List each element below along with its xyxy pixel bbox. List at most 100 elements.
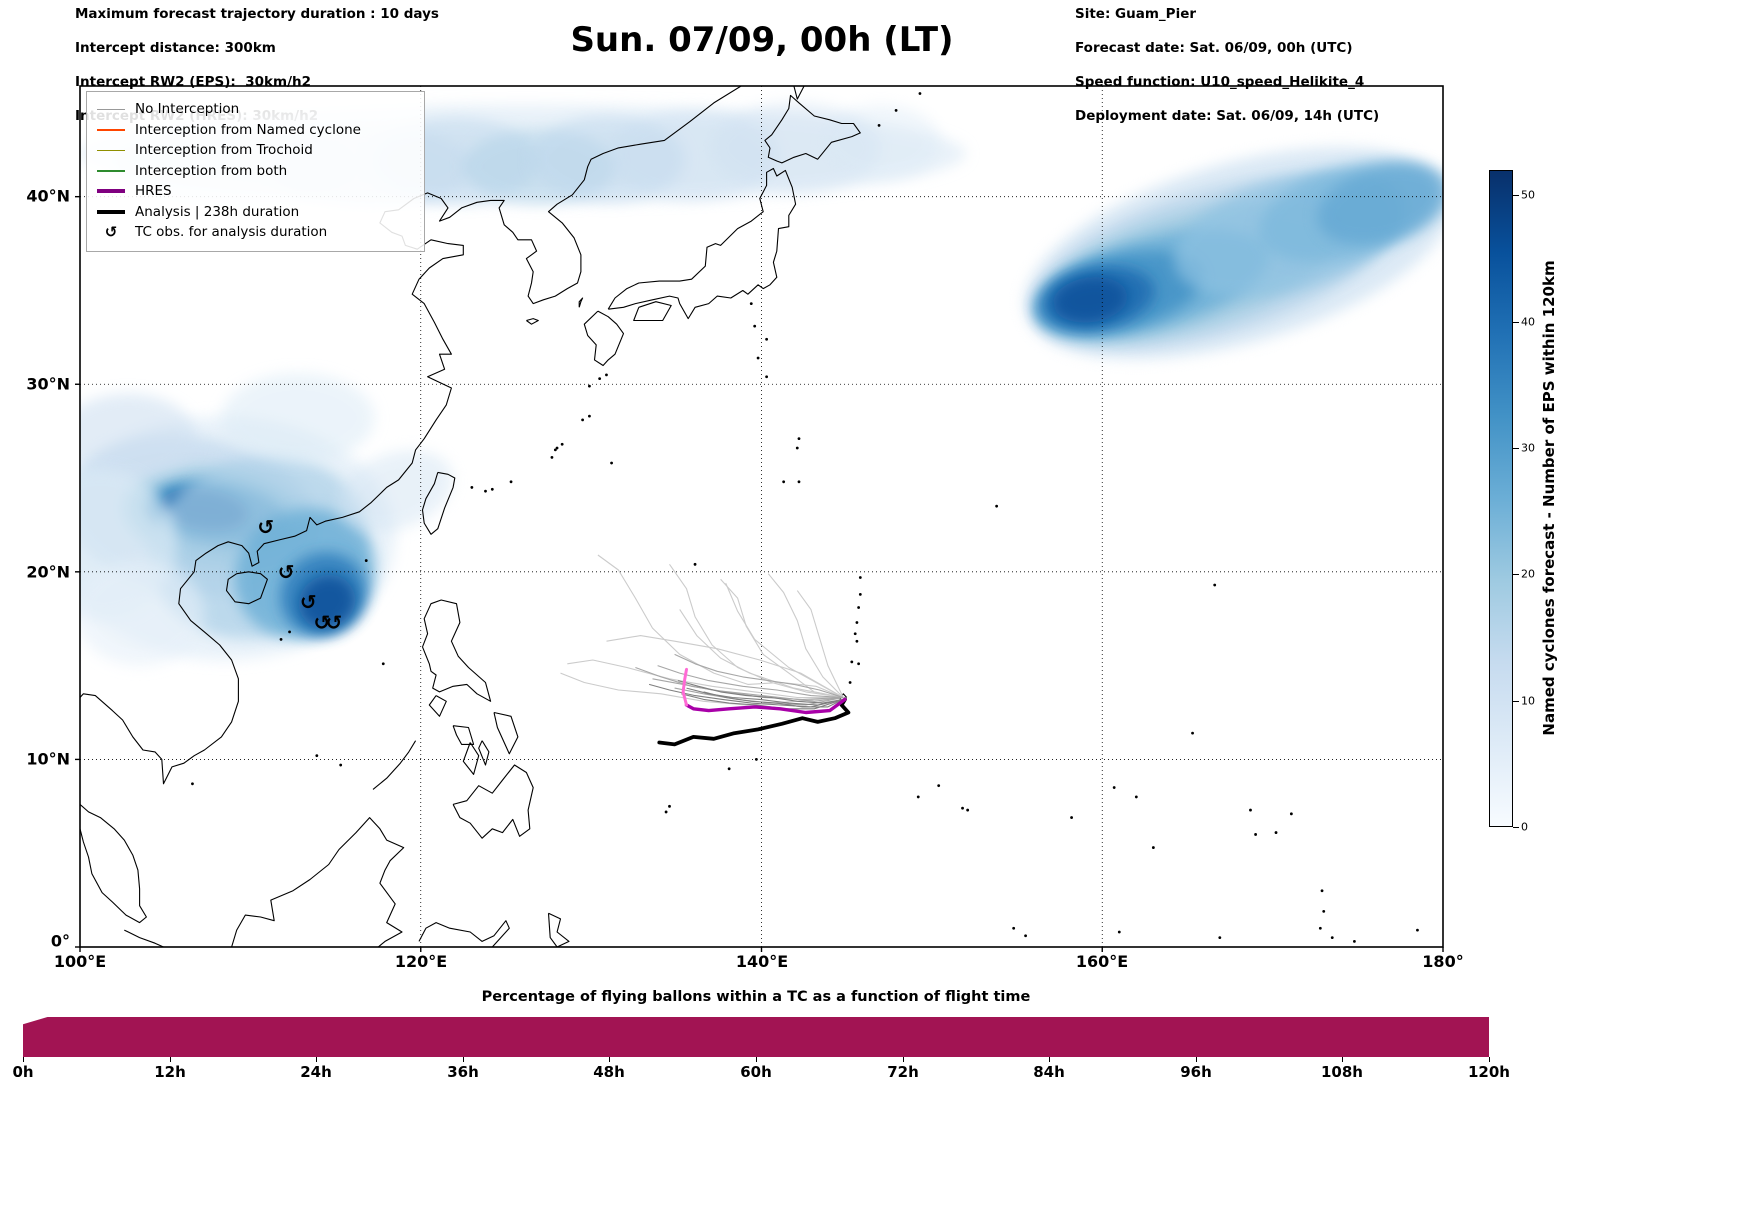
bottom-tick-48h: 48h <box>593 1063 625 1081</box>
olive-line-swatch <box>96 149 126 151</box>
colorbar-tickmark <box>1513 700 1519 702</box>
island-dot <box>916 795 920 799</box>
island-dot <box>1112 786 1116 789</box>
balloon-chart-tickmark <box>756 1057 757 1062</box>
island-dot <box>1274 831 1278 834</box>
coastline-sakhalin-tip <box>793 86 805 100</box>
island-dot <box>279 637 283 641</box>
island-dot <box>858 592 862 596</box>
eps-trajectory <box>725 582 844 698</box>
legend-item-tc-obs: ↺ TC obs. for analysis duration <box>96 222 414 243</box>
island-dot <box>553 448 557 452</box>
island-dot <box>857 662 861 666</box>
coastline-negros <box>462 742 480 775</box>
legend-item-analysis: Analysis | 238h duration <box>96 202 414 223</box>
legend-label: Interception from both <box>135 162 288 179</box>
bottom-tick-24h: 24h <box>300 1063 332 1081</box>
island-dot <box>937 784 941 788</box>
coastline-luzon <box>421 599 492 702</box>
island-dot <box>918 92 922 95</box>
x-tick-140e: 140°E <box>735 952 789 971</box>
y-tick-40n: 40°N <box>26 186 70 206</box>
island-dot <box>1322 909 1326 913</box>
island-dot <box>877 123 881 127</box>
coastline-palawan <box>372 740 417 790</box>
legend-label: No Interception <box>135 101 240 118</box>
coastline-layer <box>80 86 1419 947</box>
eps-trajectory <box>703 691 844 708</box>
island-dot <box>191 782 194 786</box>
legend-item-named-cyclone: Interception from Named cyclone <box>96 120 414 141</box>
gray-line-swatch <box>96 108 126 110</box>
island-dot <box>598 377 602 381</box>
legend-item-both: Interception from both <box>96 161 414 182</box>
colorbar-tickmark <box>1513 827 1519 828</box>
coastline-shikoku <box>633 301 672 322</box>
balloon-chart-tickmark <box>1195 1057 1197 1062</box>
island-dot <box>588 384 591 388</box>
coastline-sulawesi-north <box>418 920 510 947</box>
balloon-chart-tickmark <box>609 1057 611 1062</box>
bottom-tick-84h: 84h <box>1033 1063 1065 1081</box>
island-dot <box>1254 833 1257 836</box>
bottom-tick-60h: 60h <box>740 1063 772 1081</box>
island-dot <box>364 559 368 562</box>
x-tick-180: 180° <box>1422 952 1464 971</box>
island-dot <box>797 480 801 484</box>
island-dot <box>749 302 753 305</box>
legend-label: Analysis | 238h duration <box>135 203 300 220</box>
island-dot <box>756 356 760 360</box>
balloon-chart-tickmark <box>1342 1057 1344 1062</box>
island-dot <box>1416 928 1419 932</box>
hres-track-tail <box>681 667 688 707</box>
island-dot <box>1353 939 1356 943</box>
coastline-taiwan <box>421 471 456 535</box>
island-dot <box>850 660 854 664</box>
island-dot <box>664 810 668 814</box>
island-dot <box>288 630 291 634</box>
eps-trajectory <box>657 665 844 699</box>
bottom-tick-36h: 36h <box>447 1063 479 1081</box>
island-dot <box>315 754 319 758</box>
eps-trajectory <box>674 653 844 699</box>
eps-trajectory <box>648 683 844 708</box>
island-dot <box>1151 846 1155 849</box>
eps-trajectory <box>560 672 844 706</box>
island-dot <box>1218 936 1222 940</box>
eps-trajectory <box>635 666 844 700</box>
island-dot <box>797 437 801 441</box>
island-dot <box>1213 583 1217 587</box>
analysis-track <box>657 697 851 747</box>
coastline-panay <box>452 725 475 745</box>
balloon-chart-tickmark <box>1489 1057 1490 1062</box>
forecast-date-text: Forecast date: Sat. 06/09, 00h (UTC) <box>1075 40 1353 56</box>
island-dot <box>509 480 513 484</box>
island-dot <box>727 767 731 771</box>
x-tick-100e: 100°E <box>53 952 107 971</box>
legend-item-hres: HRES <box>96 181 414 202</box>
colorbar-tick-label: 30 <box>1521 441 1535 455</box>
island-dot <box>1191 731 1194 735</box>
bottom-tick-108h: 108h <box>1321 1063 1363 1081</box>
legend-item-no-interception: No Interception <box>96 99 414 120</box>
legend-label: Interception from Trochoid <box>135 142 313 159</box>
island-dot <box>555 446 559 450</box>
island-dot <box>605 373 608 377</box>
y-tick-10n: 10°N <box>26 749 70 769</box>
intercept-distance-text: Intercept distance: 300km <box>75 40 276 56</box>
colorbar-tick-label: 40 <box>1521 315 1535 329</box>
colorbar-tick-label: 0 <box>1521 820 1528 834</box>
trajectory-layer <box>560 554 851 747</box>
legend-label: TC obs. for analysis duration <box>135 224 328 241</box>
eps-trajectory <box>681 693 844 710</box>
deployment-date-text: Deployment date: Sat. 06/09, 14h (UTC) <box>1075 108 1380 124</box>
balloon-chart-tickmark <box>462 1057 464 1062</box>
island-dot <box>339 763 343 767</box>
island-dot <box>753 324 757 328</box>
island-dot <box>765 337 769 341</box>
coastline-cheju <box>526 318 539 325</box>
coastline-honshu <box>607 167 797 320</box>
eps-trajectory <box>597 554 844 699</box>
bottom-tick-120h: 120h <box>1468 1063 1510 1081</box>
